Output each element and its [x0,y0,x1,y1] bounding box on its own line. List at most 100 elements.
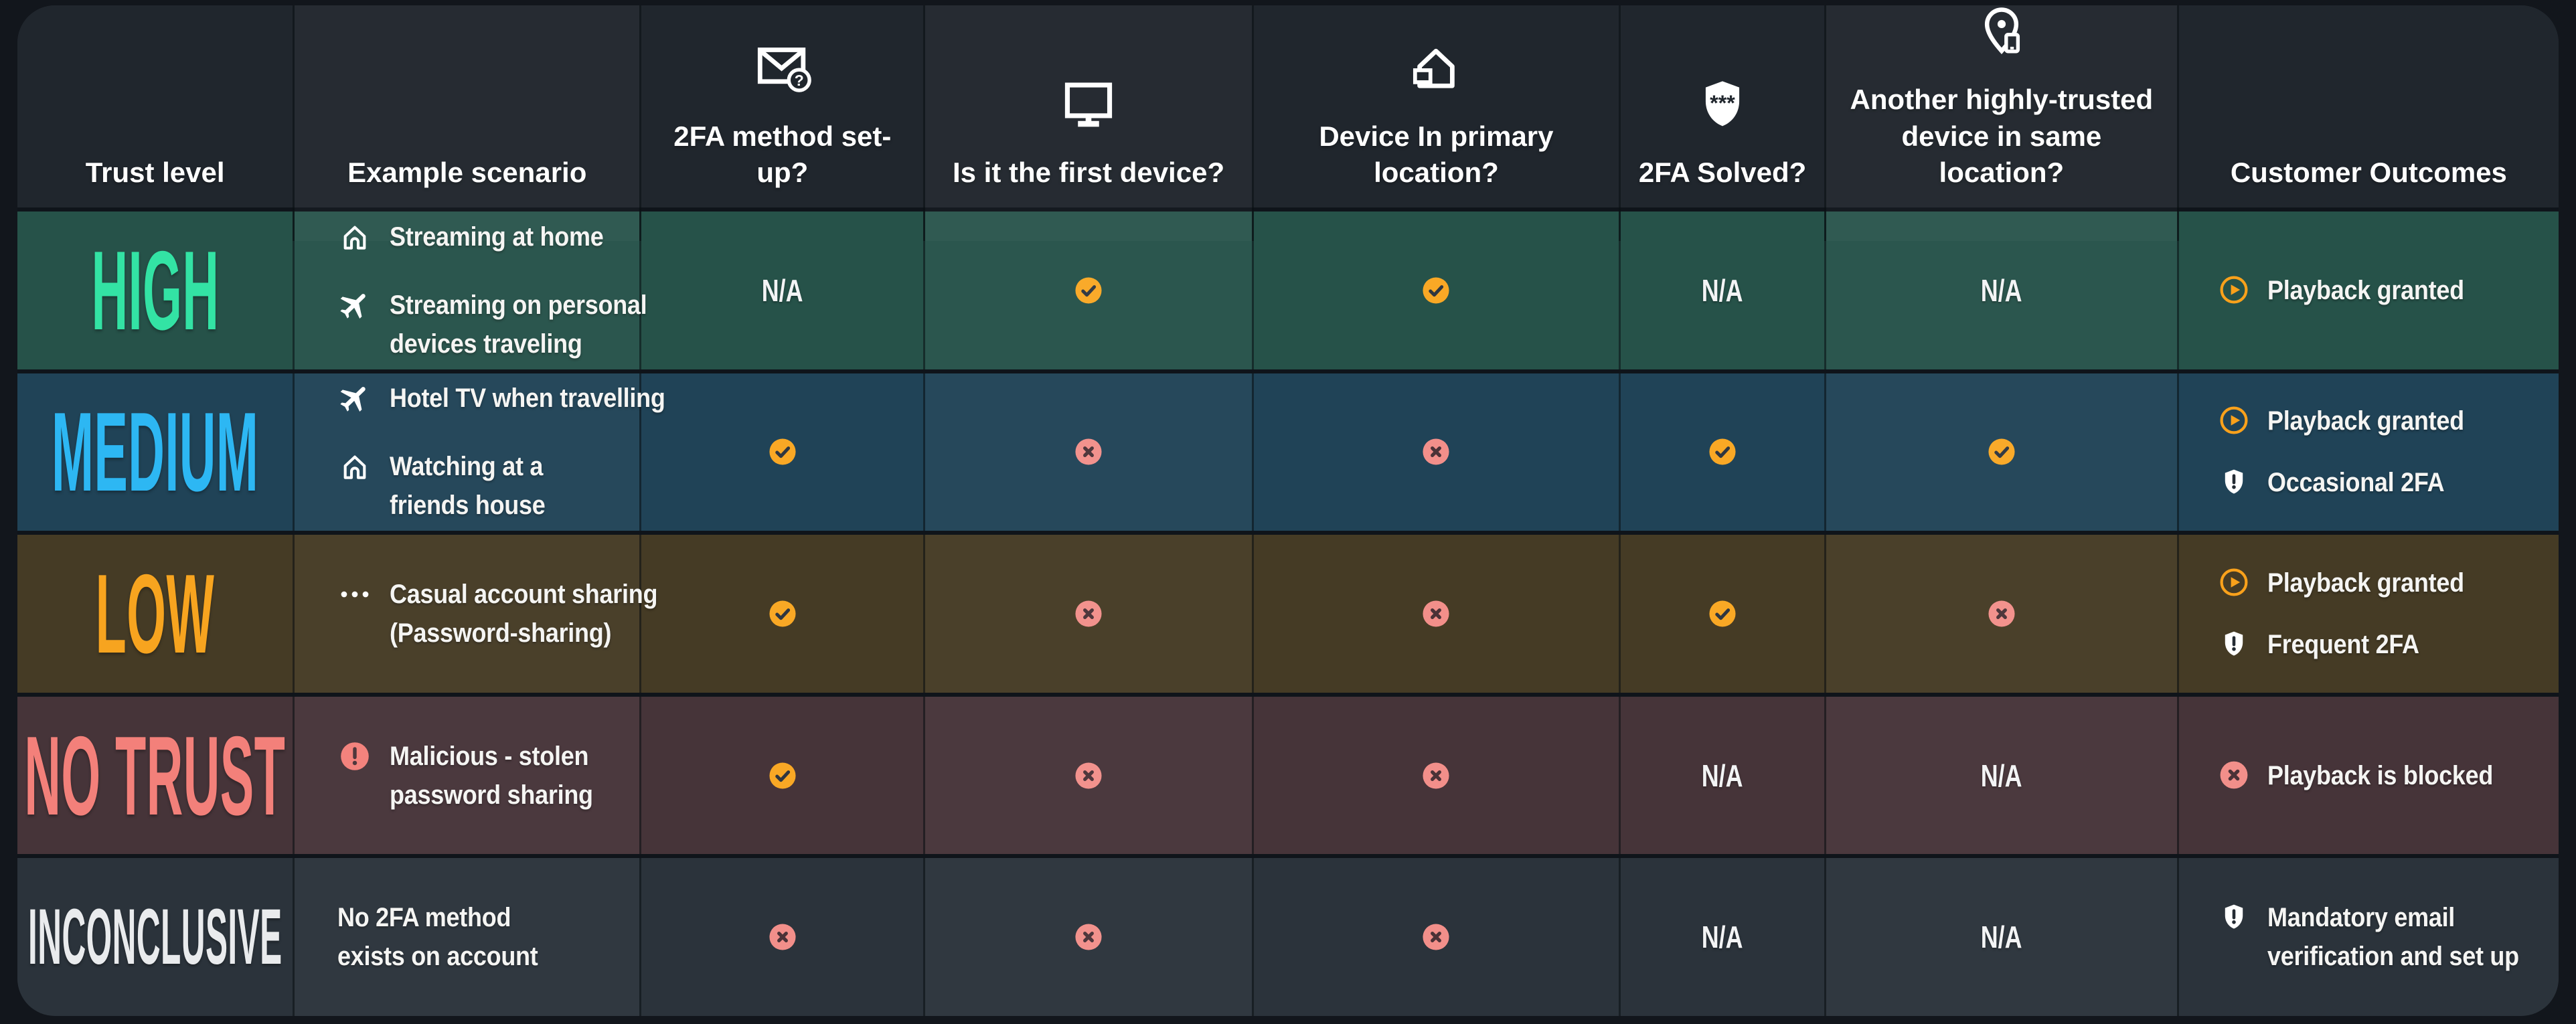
cell-example-scenario: Casual account sharing (Password-sharing… [295,535,658,693]
cell-first_device [925,373,1254,531]
outcome-text: Playback granted [2267,568,2464,598]
shield-alert-icon [2218,901,2250,933]
svg-text:?: ? [795,71,804,88]
cross-circle-icon [1421,436,1451,467]
cell-customer-outcomes: Playback granted [2179,211,2559,369]
cell-customer-outcomes: Playback granted Frequent 2FA [2179,535,2559,693]
header-cell-scenario: Example scenario [295,5,642,241]
column-label: Trust level [85,157,225,189]
cell-another_trusted: N/A [1826,211,2179,369]
cross-circle-icon [1073,436,1104,467]
scenario-text: Casual account sharing (Password-sharing… [390,579,658,648]
table-row-medium: MEDIUM Hotel TV when travelling Watching a… [17,369,2559,531]
outcome-item: Playback granted [2218,271,2553,310]
header-cell-2fa_solved: *** 2FA Solved? [1621,5,1826,241]
outcome-text: Playback granted [2267,406,2464,436]
scenario-text: Streaming on personal devices traveling [390,290,647,359]
scenario-text: No 2FA method exists on account [337,903,538,972]
cell-2fa_solved [1621,373,1826,531]
outcome-item: Playback is blocked [2218,756,2553,795]
check-circle-icon [1073,275,1104,306]
check-circle-icon [1421,275,1451,306]
shield-password-icon: *** [1694,75,1751,136]
cell-2fa_setup [641,535,926,693]
scenario-item: Hotel TV when travelling [337,379,665,418]
cross-circle-icon [1073,598,1104,629]
trust-level-label: LOW [95,550,215,677]
cell-2fa_setup: N/A [641,211,926,369]
table-row-no-trust: NO TRUST Malicious - stolen password sha… [17,692,2559,855]
column-label: Is it the first device? [952,157,1225,189]
cross-circle-icon [1421,922,1451,952]
cross-circle-icon [1986,598,2017,629]
cell-first_device [925,858,1254,1016]
plane-icon [337,288,372,323]
cell-another_trusted: N/A [1826,858,2179,1016]
check-circle-icon [767,598,798,629]
outcome-text: Frequent 2FA [2267,629,2419,659]
trust-level-label: MEDIUM [52,389,259,515]
cell-another_trusted [1826,535,2179,693]
cell-customer-outcomes: Playback granted Occasional 2FA [2179,373,2559,531]
header-cell-2fa_setup: ? 2FA method set-up? [641,5,926,241]
scenario-item: Streaming on personal devices traveling [337,286,647,363]
na-label: N/A [1980,920,2022,955]
na-label: N/A [1980,272,2022,308]
header-cell-primary_location: Device In primary location? [1254,5,1621,241]
table-row-inconclusive: INCONCLUSIVE No 2FA method exists on acco… [17,854,2559,1016]
cell-customer-outcomes: Mandatory email verification and set up [2179,858,2559,1016]
scenario-item: Watching at a friends house [337,447,634,525]
home-icon [337,449,372,484]
cell-2fa_setup [641,696,926,855]
column-label: 2FA Solved? [1638,157,1807,189]
outcome-text: Mandatory email verification and set up [2267,903,2519,972]
cell-first_device [925,535,1254,693]
cell-example-scenario: Streaming at home Streaming on personal d… [295,211,647,369]
column-label: 2FA method set-up? [673,120,892,189]
check-circle-icon [1707,436,1738,467]
cell-primary_location [1254,535,1621,693]
header-cell-first_device: Is it the first device? [925,5,1254,241]
cell-primary_location [1254,373,1621,531]
svg-text:***: *** [1710,91,1735,115]
cross-circle-icon [767,922,798,952]
cross-circle-icon [1073,922,1104,952]
cell-primary_location [1254,858,1621,1016]
check-circle-icon [767,760,798,791]
scenario-text: Streaming at home [390,222,604,252]
scenario-item: Streaming at home [337,218,634,256]
outcome-text: Occasional 2FA [2267,468,2445,498]
location-device-icon [1973,5,2030,63]
cell-2fa_solved: N/A [1621,211,1826,369]
column-label: Device In primary location? [1319,120,1554,189]
play-circle-icon [2218,404,2250,436]
cell-example-scenario: No 2FA method exists on account [295,858,642,1016]
play-circle-icon [2218,566,2250,598]
cell-2fa_setup [641,858,926,1016]
cell-2fa_solved: N/A [1621,858,1826,1016]
na-label: N/A [761,272,803,308]
table-header-row: Trust level Example scenario ? 2FA method … [17,5,2559,241]
cell-trust-level: NO TRUST [17,696,295,855]
cell-first_device [925,211,1254,369]
outcome-text: Playback granted [2267,275,2464,305]
cell-trust-level: INCONCLUSIVE [17,858,295,1016]
outcome-item: Playback granted [2218,564,2553,602]
scenario-item: No 2FA method exists on account [337,898,634,976]
column-label: Customer Outcomes [2230,157,2507,189]
trust-matrix-table: Trust level Example scenario ? 2FA method … [17,5,2559,1016]
home-icon [337,220,372,254]
cross-circle-icon [1421,598,1451,629]
cell-customer-outcomes: Playback is blocked [2179,697,2559,855]
plane-icon [337,381,372,416]
ellipsis-icon [337,577,372,612]
scenario-item: Casual account sharing (Password-sharing… [337,575,658,653]
header-cell-trust: Trust level [17,5,295,241]
monitor-icon [1060,75,1117,136]
table-row-high: HIGH Streaming at home Streaming on person… [17,207,2559,369]
header-cell-another_trusted: Another highly-trusted device in same lo… [1826,5,2179,241]
trust-level-label: HIGH [91,227,220,353]
cell-trust-level: HIGH [17,211,295,369]
scenario-text: Hotel TV when travelling [390,383,665,414]
outcome-item: Playback granted [2218,402,2553,440]
